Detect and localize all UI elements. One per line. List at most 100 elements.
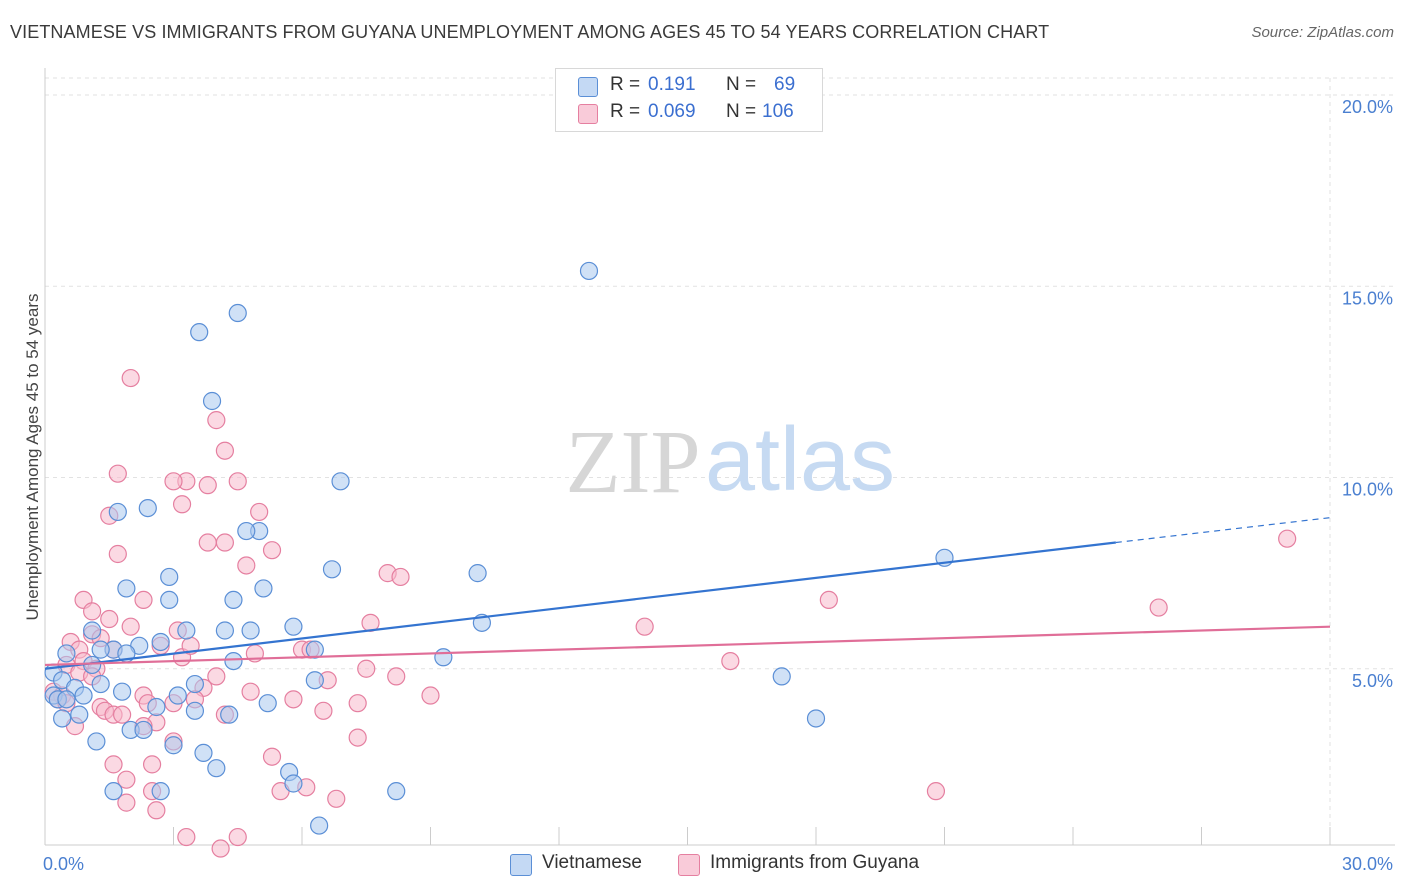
- data-point-pink: [100, 609, 119, 629]
- data-point-pink: [198, 476, 217, 495]
- data-point-blue: [579, 261, 599, 281]
- data-point-blue: [91, 640, 110, 659]
- data-point-blue: [57, 644, 76, 663]
- stats-r-label: R =: [610, 74, 641, 95]
- data-point-pink: [314, 701, 333, 720]
- data-point-blue: [228, 303, 247, 323]
- data-point-blue: [53, 709, 72, 728]
- series-vietnamese: [44, 261, 954, 835]
- data-point-blue: [434, 648, 453, 667]
- data-point-pink: [112, 705, 132, 724]
- data-point-blue: [160, 567, 179, 587]
- stats-swatch-vietnamese: [578, 77, 598, 97]
- data-point-blue: [151, 632, 170, 652]
- data-point-pink: [327, 789, 346, 808]
- data-point-blue: [160, 590, 179, 610]
- data-point-blue: [177, 621, 196, 640]
- data-point-pink: [198, 533, 217, 552]
- data-point-blue: [57, 690, 76, 709]
- data-point-blue: [134, 720, 153, 740]
- data-point-pink: [237, 556, 256, 575]
- data-point-pink: [1149, 598, 1168, 617]
- trend-lines: [44, 517, 1331, 670]
- data-point-pink: [819, 590, 838, 610]
- data-point-pink: [391, 567, 410, 587]
- data-point-pink: [250, 502, 269, 522]
- data-point-blue: [117, 579, 136, 598]
- data-point-pink: [117, 770, 136, 789]
- data-point-blue: [322, 560, 342, 579]
- axes: [44, 68, 1395, 846]
- data-point-blue: [190, 323, 209, 342]
- chart-title: VIETNAMESE VS IMMIGRANTS FROM GUYANA UNE…: [10, 22, 1050, 42]
- data-point-pink: [241, 682, 260, 701]
- y-tick-label: 5.0%: [1352, 671, 1393, 691]
- data-point-blue: [258, 694, 277, 713]
- data-point-pink: [142, 755, 162, 774]
- data-point-pink: [721, 651, 740, 671]
- watermark-zip: ZIP: [566, 413, 701, 512]
- stats-r-label: R =: [610, 101, 641, 122]
- data-point-blue: [185, 701, 205, 720]
- data-point-pink: [121, 368, 140, 388]
- data-point-blue: [237, 521, 256, 541]
- data-point-blue: [104, 782, 123, 801]
- data-point-pink: [207, 411, 226, 430]
- data-point-blue: [224, 590, 243, 610]
- data-point-blue: [241, 621, 260, 640]
- data-point-pink: [348, 728, 367, 747]
- data-point-blue: [70, 705, 89, 724]
- data-point-pink: [421, 686, 440, 705]
- data-point-blue: [224, 651, 243, 671]
- data-point-pink: [83, 602, 102, 621]
- y-tick-label: 10.0%: [1342, 480, 1393, 500]
- data-point-pink: [262, 747, 282, 766]
- trend-line-guyana: [44, 625, 1331, 667]
- data-point-pink: [172, 495, 192, 514]
- data-point-blue: [83, 621, 102, 640]
- legend-label-guyana: Immigrants from Guyana: [710, 852, 920, 873]
- data-point-pink: [108, 464, 127, 483]
- stats-r-value: 0.069: [648, 101, 696, 122]
- data-point-blue: [220, 705, 239, 724]
- data-point-pink: [926, 782, 946, 801]
- data-point-blue: [305, 671, 324, 690]
- tick-labels: 5.0% 10.0% 15.0% 20.0% 0.0% 30.0%: [43, 97, 1393, 874]
- data-point-pink: [104, 755, 123, 774]
- data-point-blue: [468, 564, 487, 583]
- data-point-pink: [177, 827, 196, 847]
- data-point-blue: [74, 686, 93, 705]
- data-point-pink: [117, 793, 136, 812]
- x-tick-label: 30.0%: [1342, 854, 1393, 874]
- data-point-pink: [348, 694, 367, 713]
- data-point-blue: [185, 674, 205, 694]
- y-tick-label: 20.0%: [1342, 97, 1393, 117]
- data-point-pink: [147, 801, 166, 820]
- legend-swatch-guyana: [678, 854, 700, 876]
- data-point-blue: [305, 640, 324, 659]
- data-point-blue: [207, 759, 226, 778]
- data-point-pink: [108, 544, 127, 564]
- data-point-pink: [121, 617, 140, 636]
- data-point-blue: [164, 736, 183, 755]
- data-point-blue: [87, 732, 106, 751]
- data-point-blue: [772, 667, 791, 686]
- x-tick-label: 0.0%: [43, 854, 84, 874]
- data-point-pink: [387, 667, 406, 686]
- data-point-blue: [168, 686, 187, 705]
- data-point-blue: [806, 709, 826, 728]
- data-point-blue: [91, 674, 110, 694]
- data-point-blue: [387, 782, 406, 801]
- stats-n-label: N =: [726, 74, 757, 95]
- data-point-pink: [211, 839, 230, 858]
- data-point-pink: [284, 690, 303, 709]
- legend-swatch-vietnamese: [510, 854, 532, 876]
- data-point-blue: [331, 472, 350, 491]
- stats-n-label: N =: [726, 101, 757, 122]
- stats-n-value: 106: [762, 101, 794, 122]
- stats-swatch-guyana: [578, 104, 598, 124]
- data-point-pink: [1278, 529, 1297, 548]
- legend-label-vietnamese: Vietnamese: [542, 852, 642, 873]
- data-point-blue: [108, 502, 127, 522]
- trend-line-vietnamese-extension: [1115, 517, 1331, 544]
